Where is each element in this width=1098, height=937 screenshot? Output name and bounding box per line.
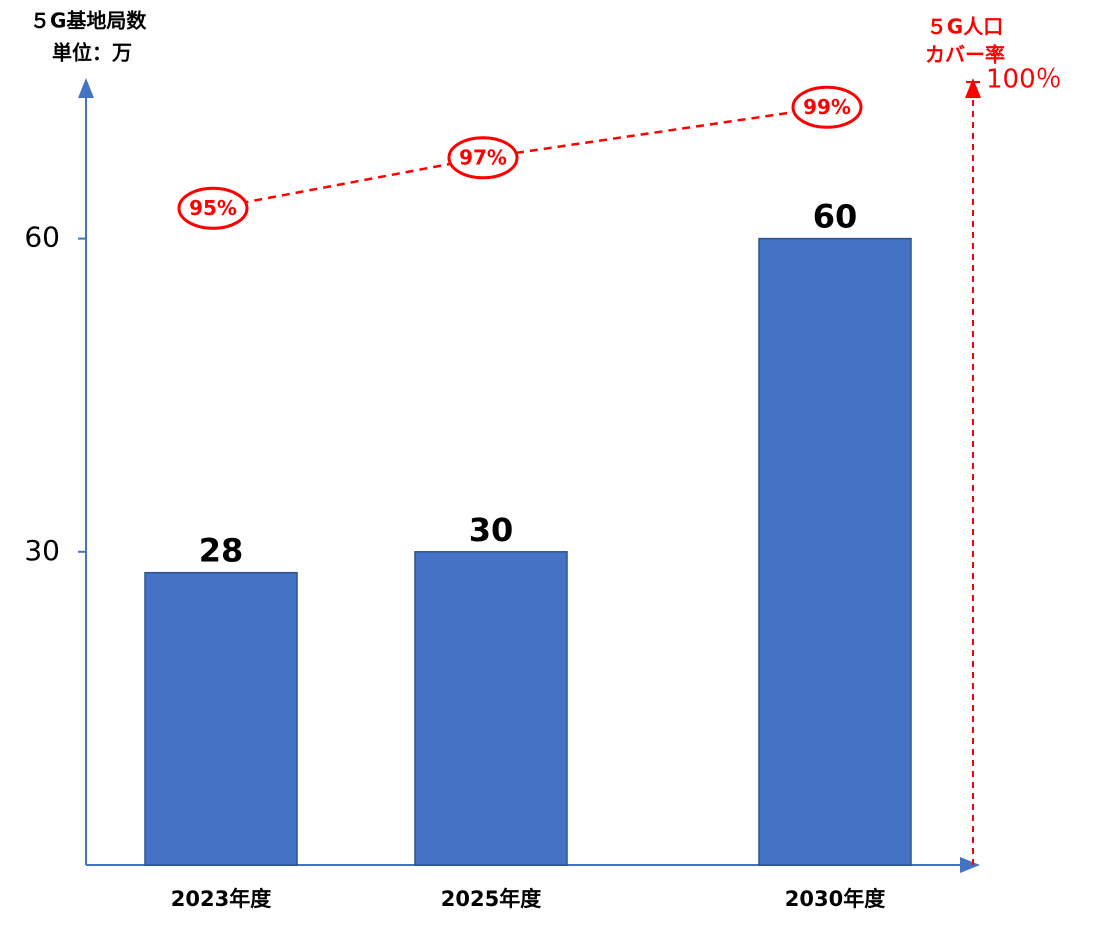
bar bbox=[414, 551, 568, 866]
bar-value-label: 28 bbox=[199, 532, 244, 570]
label-circle bbox=[177, 186, 249, 230]
line-value-label: 95% bbox=[189, 196, 237, 220]
y2-axis-title: ５G人口 bbox=[927, 15, 1003, 39]
y-axis-title: ５G基地局数 bbox=[30, 9, 147, 33]
y-tick-label: 30 bbox=[24, 534, 60, 567]
y-axis-unit: 単位：万 bbox=[52, 41, 132, 65]
y-tick-label: 60 bbox=[24, 221, 60, 254]
bar-value-label: 30 bbox=[469, 511, 514, 549]
x-tick-label: 2030年度 bbox=[785, 887, 885, 911]
bar bbox=[758, 237, 912, 866]
x-tick-label: 2023年度 bbox=[171, 887, 271, 911]
line-value-label: 99% bbox=[803, 95, 851, 119]
y2-tick-label: 100％ bbox=[986, 65, 1062, 95]
label-circle bbox=[791, 85, 863, 129]
x-tick-label: 2025年度 bbox=[441, 887, 541, 911]
bar-value-label: 60 bbox=[813, 198, 858, 236]
label-circle bbox=[447, 136, 519, 180]
y2-axis-title: カバー率 bbox=[925, 43, 1005, 67]
bar bbox=[144, 571, 298, 866]
line bbox=[212, 106, 828, 210]
line-value-label: 97% bbox=[459, 145, 507, 169]
